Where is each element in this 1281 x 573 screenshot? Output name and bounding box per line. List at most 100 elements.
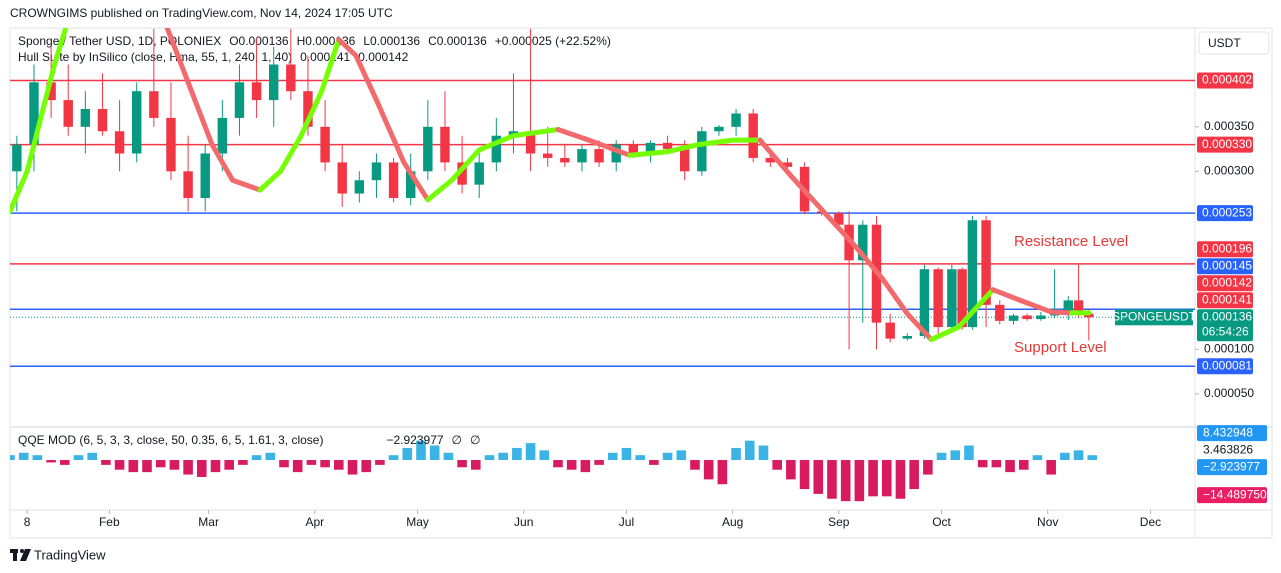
candle-body xyxy=(303,91,313,127)
oscillator-badge: −2.923977 xyxy=(1203,459,1260,473)
oscillator-bar xyxy=(155,460,166,468)
oscillator-badge-box xyxy=(1197,487,1267,504)
hull-segment xyxy=(52,28,69,67)
candle-body xyxy=(269,64,279,101)
oscillator-pane xyxy=(10,440,1098,502)
x-tick-label: Jun xyxy=(514,515,533,529)
candle-body xyxy=(577,149,587,163)
oscillator-badge-box xyxy=(1197,459,1267,476)
hull-segment xyxy=(757,137,794,179)
resistance-label: Resistance Level xyxy=(1014,233,1128,250)
hull-segment xyxy=(555,126,592,143)
x-tick-label: Apr xyxy=(305,515,324,529)
candle-body xyxy=(995,304,1005,321)
oscillator-bar xyxy=(553,460,563,468)
oscillator-bar xyxy=(1032,455,1043,461)
x-tick-label: May xyxy=(406,515,429,529)
hull-segment xyxy=(209,142,236,183)
hull-segment xyxy=(928,324,962,343)
candle-body xyxy=(697,131,707,172)
hull-segment xyxy=(278,133,304,174)
candle-body xyxy=(919,269,930,336)
legend-text: 0.000142 xyxy=(358,50,408,64)
oscillator-bar xyxy=(484,455,495,461)
oscillator-bar xyxy=(977,460,988,468)
candle-body xyxy=(731,113,741,127)
candle-body xyxy=(166,117,176,172)
candle-body xyxy=(388,162,399,199)
oscillator-bar xyxy=(60,460,70,465)
currency[interactable]: USDT xyxy=(1208,36,1241,50)
y-tick-label: 0.000100 xyxy=(1204,342,1254,356)
candle-body xyxy=(354,180,365,194)
candle-body xyxy=(782,162,793,167)
legend-text: Hull Suite by InSilico (close, Hma, 55, … xyxy=(18,50,292,64)
symbol-badge-box xyxy=(1115,309,1193,326)
candle-body xyxy=(149,91,159,118)
oscillator-bar xyxy=(457,460,467,468)
oscillator-bar xyxy=(320,460,330,468)
oscillator-bar xyxy=(854,460,865,502)
hull-segment xyxy=(185,79,215,148)
x-tick-label: Sep xyxy=(828,515,850,529)
published-line: CROWNGIMS published on TradingView.com, … xyxy=(10,6,393,20)
price-badge-box xyxy=(1197,136,1253,153)
oscillator-bar xyxy=(676,450,687,461)
candle-body xyxy=(662,142,673,150)
oscillator-bar xyxy=(429,445,440,461)
x-tick-label: Mar xyxy=(198,515,219,529)
oscillator-bar xyxy=(936,452,947,461)
hull-segment xyxy=(24,115,44,174)
legend-text: Sponge / Tether USD, 1D, POLONIEX xyxy=(18,34,221,48)
x-tick-label: Feb xyxy=(99,515,120,529)
candle-body xyxy=(834,213,844,225)
x-tick-label: Nov xyxy=(1037,515,1058,529)
candle-body xyxy=(645,142,656,156)
oscillator-bar xyxy=(621,447,632,461)
price-badge-box xyxy=(1197,309,1253,342)
oscillator-bar xyxy=(868,460,878,497)
oscillator-bar xyxy=(183,460,193,475)
hull-segment xyxy=(819,207,859,250)
hull-segment xyxy=(788,173,825,213)
oscillator-bar xyxy=(662,452,673,461)
price-badge-box xyxy=(1197,241,1253,258)
oscillator-bar xyxy=(744,440,755,461)
candle-body xyxy=(1063,300,1073,314)
oscillator-bar xyxy=(731,447,741,461)
legend-text: +0.000025 (+22.52%) xyxy=(495,34,611,48)
candle-body xyxy=(947,269,957,328)
oscillator-bar xyxy=(594,460,604,465)
candle-body xyxy=(885,322,895,339)
oscillator-bar xyxy=(717,460,728,485)
candle-body xyxy=(611,144,621,163)
candle-body xyxy=(423,126,433,172)
oscillator-bar xyxy=(375,460,385,465)
oscillator-bar xyxy=(114,460,125,470)
oscillator-bar xyxy=(950,450,961,461)
oscillator-bar xyxy=(607,452,618,461)
oscillator-bar xyxy=(566,460,577,470)
candle-body xyxy=(63,100,73,127)
candle-body xyxy=(679,149,690,172)
hull-segment xyxy=(1017,297,1054,315)
y-tick-label: 0.000300 xyxy=(1204,163,1254,177)
price-badge: 0.000142 xyxy=(1202,275,1252,289)
oscillator-bar xyxy=(210,460,221,473)
hull-segment xyxy=(510,126,561,139)
price-badge-box xyxy=(1197,72,1253,89)
oscillator-bar xyxy=(758,445,769,461)
candle-body xyxy=(457,162,467,185)
price-badge: 0.000402 xyxy=(1202,73,1252,87)
candle-body xyxy=(748,113,758,158)
candle-body xyxy=(542,153,553,158)
y-tick-label: 0.000350 xyxy=(1204,119,1254,133)
oscillator-bar xyxy=(786,460,796,480)
oscillator-bar xyxy=(909,460,919,490)
currency-box[interactable] xyxy=(1198,31,1270,55)
oscillator-bar xyxy=(416,440,426,461)
hull-segment xyxy=(956,287,996,330)
oscillator-bar xyxy=(580,460,591,473)
hull-segment xyxy=(1048,309,1075,316)
oscillator-bar xyxy=(265,452,276,461)
